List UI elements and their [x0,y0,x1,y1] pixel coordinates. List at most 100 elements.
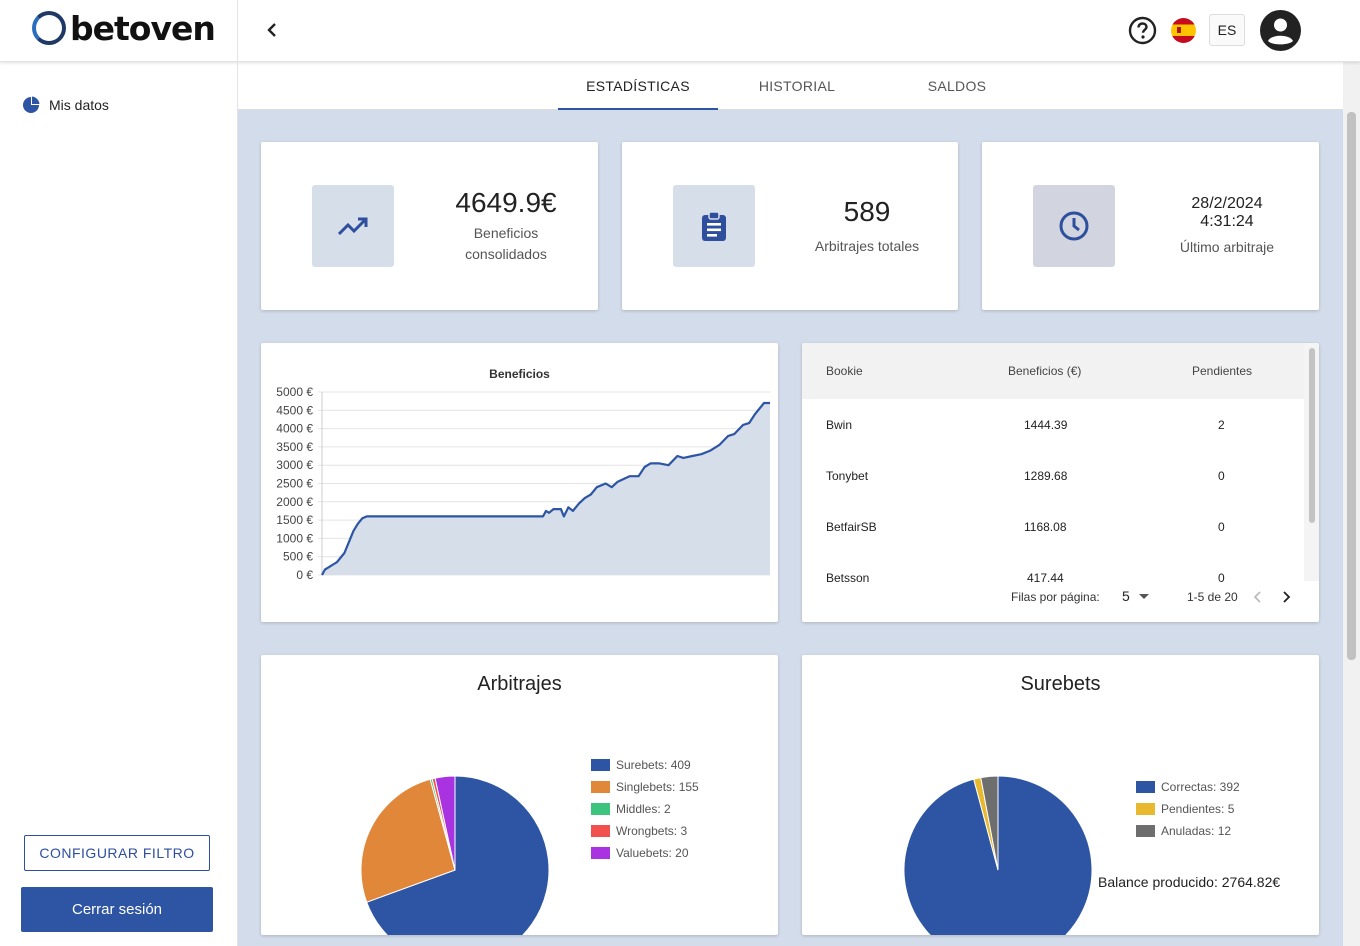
y-tick-label: 5000 € [276,385,313,399]
column-header-pending[interactable]: Pendientes [1192,364,1253,378]
cell-profit: 417.44 [1027,571,1064,585]
surebets-pie-card: Surebets Correctas: 392 Pendientes: 5 An… [802,655,1319,935]
total-icon-box [673,185,755,267]
page-scrollbar[interactable] [1343,62,1360,946]
legend-middles[interactable]: Middles: 2 [591,802,671,816]
profit-area [322,403,770,575]
next-page-icon[interactable] [1278,589,1294,605]
profit-chart-title: Beneficios [489,367,550,381]
last-arb-stat-card: 28/2/2024 4:31:24 Último arbitraje [982,142,1319,310]
last-arb-label: Último arbitraje [1179,238,1275,255]
tab-saldos[interactable]: SALDOS [927,78,987,94]
clock-icon-box [1033,185,1115,267]
surebets-pie-title: Surebets [1020,673,1101,695]
spain-flag-icon[interactable] [1171,18,1196,43]
arbitrajes-pie-title: Arbitrajes [477,673,562,695]
sidebar-item-mis-datos[interactable]: Mis datos [22,96,109,114]
cell-bookie: Bwin [826,418,853,432]
legend-label: Wrongbets: 3 [616,824,688,838]
account-circle-icon[interactable] [1260,10,1301,51]
trending-up-icon [337,217,368,236]
help-circle-icon[interactable] [1128,16,1157,45]
y-tick-label: 500 € [283,550,313,564]
chevron-left-icon [267,23,276,37]
balance-produced: Balance producido: 2764.82€ [1098,874,1281,890]
previous-page-icon[interactable] [1250,589,1266,605]
rows-per-page-value: 5 [1122,588,1130,604]
legend-label: Correctas: 392 [1161,780,1240,794]
last-arb-time: 4:31:24 [1200,212,1254,230]
sidebar: Mis datos CONFIGURAR FILTRO Cerrar sesió… [0,62,237,946]
cell-pending: 0 [1218,520,1225,534]
total-value: 589 [843,195,891,227]
top-bar: betoven ES [0,0,1360,62]
clipboard-list-icon [702,211,726,241]
clock-icon [1059,211,1089,241]
sidebar-item-label: Mis datos [49,97,109,113]
bookie-table-card: Bookie Beneficios (€) Pendientes Bwin 14… [802,343,1319,622]
cell-pending: 0 [1218,469,1225,483]
cell-bookie: Betsson [826,571,870,585]
arbitrajes-pie-chart [360,775,550,935]
pie-slice-surebets [366,775,550,935]
legend-label: Anuladas: 12 [1161,824,1232,838]
cell-pending: 0 [1218,571,1225,585]
brand-logo[interactable]: betoven [32,8,216,48]
y-tick-label: 2500 € [276,477,313,491]
y-tick-label: 4500 € [276,403,313,417]
cell-profit: 1168.08 [1024,520,1067,534]
y-tick-label: 1000 € [276,531,313,545]
legend-valuebets[interactable]: Valuebets: 20 [591,846,689,860]
caret-down-icon [1138,594,1149,599]
legend-singlebets[interactable]: Singlebets: 155 [591,780,699,794]
tab-estadisticas[interactable]: ESTADÍSTICAS [558,62,718,110]
cell-profit: 1444.39 [1024,418,1068,432]
sidebar-divider [237,0,238,946]
tab-historial[interactable]: HISTORIAL [758,78,836,94]
total-label: Arbitrajes totales [814,237,920,254]
cell-bookie: BetfairSB [826,520,877,534]
y-tick-label: 3500 € [276,440,313,454]
surebets-pie-chart [903,775,1093,935]
profit-label-line2: consolidados [465,246,547,262]
y-tick-label: 3000 € [276,458,313,472]
profit-label-line1: Beneficios [473,225,539,241]
legend-anuladas[interactable]: Anuladas: 12 [1136,824,1231,838]
logo-ring-icon [32,11,66,45]
profit-chart-card: Beneficios 0 € 500 € 1000 € 1500 € 2000 € 250… [261,343,778,622]
profit-stat-card: 4649.9€ Beneficios consolidados [261,142,598,310]
page-scrollbar-thumb[interactable] [1347,112,1356,660]
legend-correctas[interactable]: Correctas: 392 [1136,780,1240,794]
rows-per-page-label: Filas por página: [1011,590,1100,604]
legend-label: Surebets: 409 [616,758,691,772]
y-tick-label: 2000 € [276,495,313,509]
y-tick-label: 1500 € [276,513,313,527]
legend-surebets[interactable]: Surebets: 409 [591,758,691,772]
legend-wrongbets[interactable]: Wrongbets: 3 [591,824,687,838]
profit-line [321,401,770,576]
y-tick-label: 4000 € [276,422,313,436]
total-stat-card: 589 Arbitrajes totales [622,142,958,310]
profit-value: 4649.9€ [455,187,557,218]
collapse-sidebar-button[interactable] [262,18,284,42]
column-header-profit[interactable]: Beneficios (€) [1008,364,1082,378]
pagination-range: 1-5 de 20 [1187,590,1238,604]
legend-label: Singlebets: 155 [616,780,699,794]
configure-filter-button[interactable]: CONFIGURAR FILTRO [24,835,210,871]
cell-profit: 1289.68 [1024,469,1068,483]
logout-button[interactable]: Cerrar sesión [21,887,213,932]
pie-chart-icon [23,96,40,113]
column-header-bookie[interactable]: Bookie [826,364,863,378]
tab-bar: ESTADÍSTICAS HISTORIAL SALDOS [238,62,1343,110]
legend-label: Valuebets: 20 [616,846,689,860]
rows-per-page-select[interactable]: 5 [1122,587,1152,605]
table-header: Bookie Beneficios (€) Pendientes [802,343,1304,399]
profit-stat: 4649.9€ Beneficios consolidados [431,142,581,310]
legend-label: Pendientes: 5 [1161,802,1235,816]
table-scrollbar[interactable] [1304,343,1319,581]
last-arb-stat: 28/2/2024 4:31:24 Último arbitraje [1152,142,1302,310]
pie-slice-valuebets [434,775,456,871]
legend-pendientes[interactable]: Pendientes: 5 [1136,802,1234,816]
language-selector[interactable]: ES [1209,14,1245,46]
legend-label: Middles: 2 [616,802,671,816]
